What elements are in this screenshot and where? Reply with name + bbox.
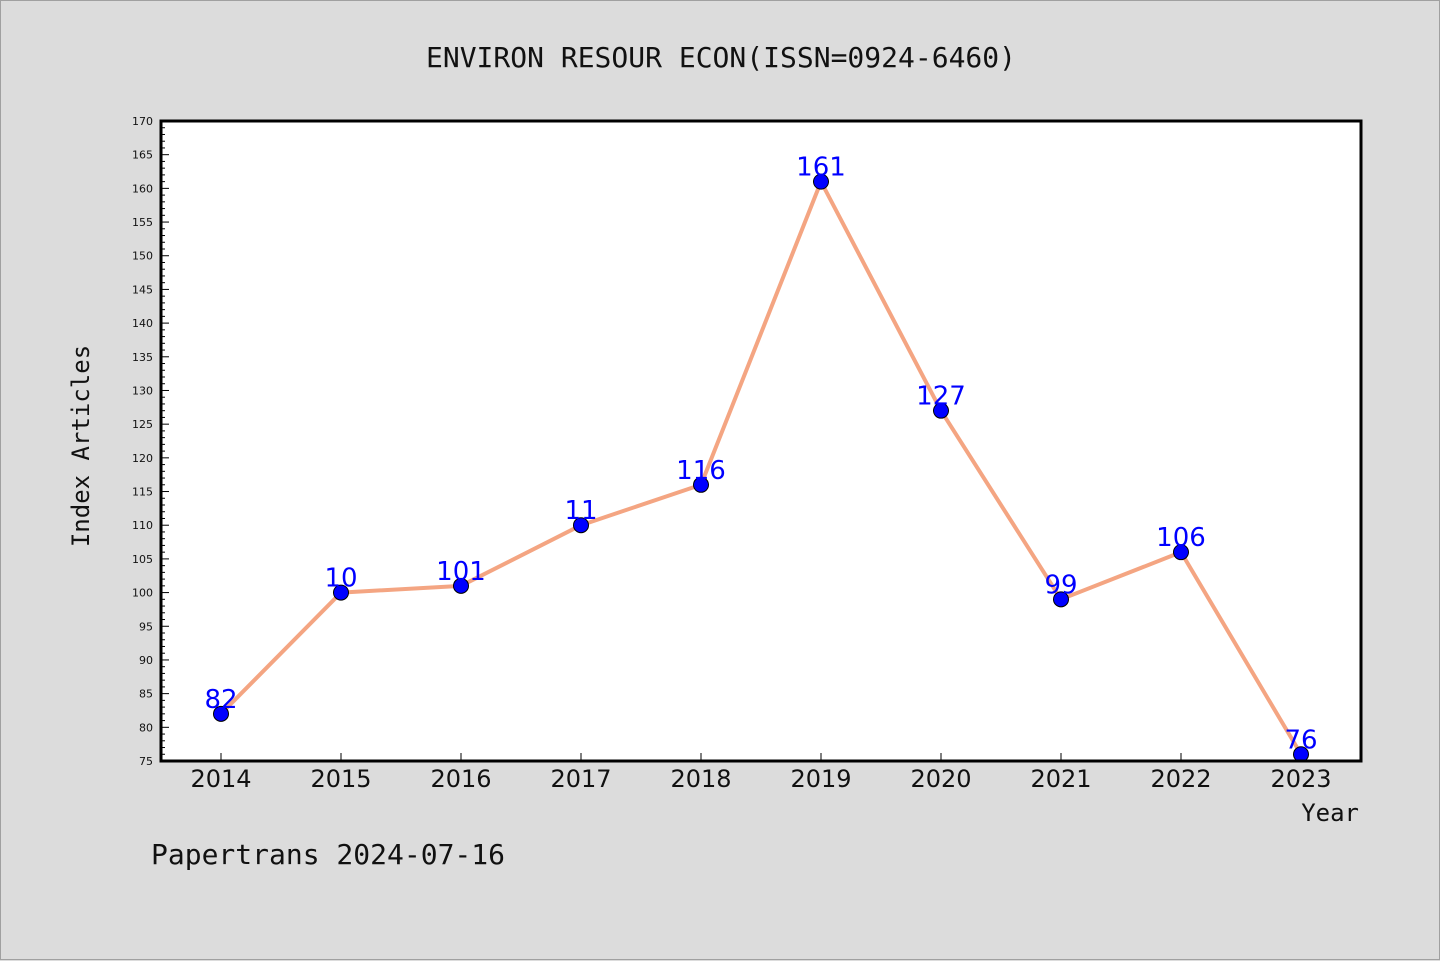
- y-tick-label: 155: [132, 216, 153, 229]
- data-label: 101: [436, 557, 486, 587]
- y-tick-label: 120: [132, 452, 153, 465]
- x-tick-label: 2014: [190, 765, 251, 793]
- data-point: [1173, 544, 1189, 561]
- y-tick-label: 100: [132, 587, 153, 600]
- data-label: 161: [796, 153, 846, 183]
- y-tick-label: 130: [132, 384, 153, 397]
- x-tick-label: 2021: [1030, 765, 1091, 793]
- data-label: 99: [1044, 570, 1077, 600]
- y-tick-label: 150: [132, 250, 153, 263]
- data-point: [813, 173, 829, 190]
- y-tick-label: 125: [132, 418, 153, 431]
- data-point: [933, 402, 949, 419]
- y-tick-label: 110: [132, 519, 153, 532]
- y-tick-label: 165: [132, 149, 153, 162]
- data-label: 116: [676, 456, 726, 486]
- data-point: [453, 577, 469, 594]
- footer-text: Papertrans 2024-07-16: [151, 838, 505, 871]
- chart-title: ENVIRON RESOUR ECON(ISSN=0924-6460): [426, 41, 1016, 74]
- data-point: [693, 476, 709, 493]
- y-tick-label: 75: [139, 755, 153, 768]
- y-tick-label: 105: [132, 553, 153, 566]
- x-tick-label: 2018: [670, 765, 731, 793]
- plot-border: [159, 119, 1363, 763]
- y-tick-label: 145: [132, 283, 153, 296]
- y-tick-label: 85: [139, 688, 153, 701]
- data-label: 11: [564, 496, 597, 526]
- y-tick-label: 95: [139, 620, 153, 633]
- y-tick-label: 160: [132, 182, 153, 195]
- x-tick-label: 2023: [1270, 765, 1331, 793]
- y-tick-label: 115: [132, 486, 153, 499]
- x-tick-label: 2017: [550, 765, 611, 793]
- data-label: 127: [916, 382, 966, 412]
- y-axis-label: Index Articles: [67, 345, 95, 547]
- x-tick-label: 2015: [310, 765, 371, 793]
- data-label: 76: [1284, 725, 1317, 755]
- data-points: [213, 173, 1309, 763]
- y-tick-label: 170: [132, 115, 153, 128]
- y-tick-label: 140: [132, 317, 153, 330]
- y-tick-label: 80: [139, 721, 153, 734]
- x-tick-label: 2016: [430, 765, 491, 793]
- data-label: 106: [1156, 523, 1206, 553]
- data-labels: 82 10 101 11 116 161 127 99 106 76: [204, 153, 1317, 756]
- series-line-group: [219, 179, 1303, 756]
- series-line: [219, 179, 1303, 756]
- data-label: 10: [324, 564, 357, 594]
- data-point: [333, 584, 349, 601]
- x-tick-label: 2022: [1150, 765, 1211, 793]
- x-tick-label: 2020: [910, 765, 971, 793]
- x-tick-label: 2019: [790, 765, 851, 793]
- data-point: [213, 705, 229, 722]
- plot-area: [161, 121, 1361, 761]
- y-tick-label: 90: [139, 654, 153, 667]
- x-axis-label: Year: [1301, 799, 1359, 827]
- data-point: [1053, 591, 1069, 608]
- data-point: [573, 517, 589, 534]
- data-label: 82: [204, 685, 237, 715]
- y-tick-label: 135: [132, 351, 153, 364]
- x-axis-ticks: 2014 2015 2016 2017 2018 2019 2020 2021 2022 2023: [190, 753, 1332, 793]
